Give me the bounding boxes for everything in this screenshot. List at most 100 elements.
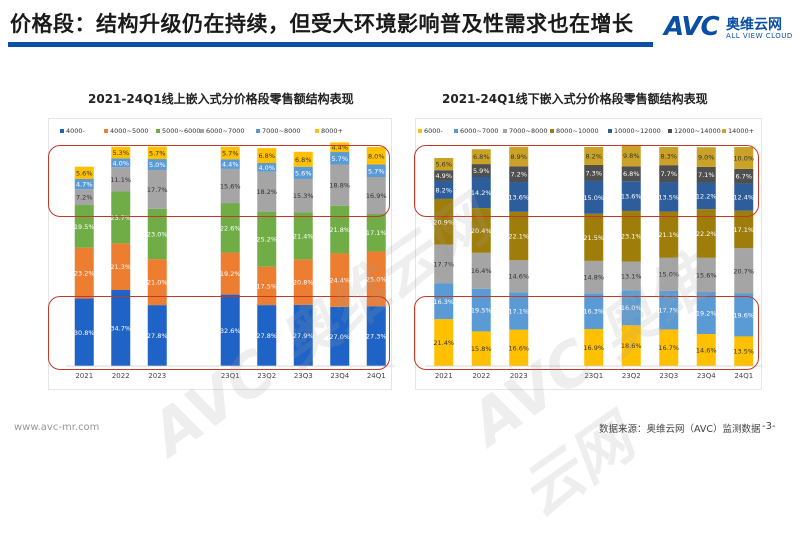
data-label-0-7-1: 25.0% [366, 275, 387, 283]
bar-segment-1-6-0 [696, 334, 716, 366]
bar-segment-1-0-1 [434, 283, 454, 320]
data-label-0-4-3: 18.2% [256, 188, 277, 196]
data-label-1-2-2: 14.6% [508, 273, 529, 281]
bar-segment-0-4-1 [257, 266, 277, 306]
bar-segment-1-3-6 [584, 147, 604, 165]
right-top-highlight [414, 145, 759, 217]
bar-segment-1-0-0 [434, 319, 454, 366]
x-tick-label-1-6: 23Q4 [697, 372, 716, 380]
bar-segment-0-2-3 [147, 169, 167, 209]
x-tick-label-1-2: 2023 [510, 372, 528, 380]
data-label-1-5-6: 8.3% [660, 153, 677, 161]
bar-segment-1-4-6 [621, 144, 641, 167]
bar-segment-0-1-4 [111, 158, 131, 168]
bar-segment-1-6-2 [696, 257, 716, 292]
bar-segment-0-7-1 [366, 251, 386, 307]
left-chart-title: 2021-24Q1线上嵌入式分价格段零售额结构表现 [88, 92, 354, 106]
bar-segment-1-5-0 [659, 329, 679, 366]
data-label-0-0-5: 5.6% [76, 169, 93, 177]
data-label-1-7-5: 6.7% [735, 173, 752, 181]
data-label-0-2-5: 5.7% [149, 149, 166, 157]
data-label-1-0-2: 17.7% [433, 261, 454, 269]
bar-segment-0-1-1 [111, 243, 131, 291]
footer-website[interactable]: www.avc-mr.com [14, 422, 100, 433]
data-label-0-4-0: 27.8% [256, 332, 277, 340]
data-label-0-3-0: 32.6% [220, 327, 241, 335]
bar-segment-0-6-2 [330, 205, 350, 254]
legend-label-0-0: 4000- [66, 127, 86, 135]
data-label-0-0-0: 30.8% [74, 329, 95, 337]
data-label-1-4-0: 18.6% [621, 342, 642, 350]
data-label-1-1-1: 19.5% [471, 307, 492, 315]
bar-segment-1-4-2 [621, 261, 641, 291]
bar-segment-0-4-2 [257, 211, 277, 267]
data-label-0-7-4: 5.7% [368, 167, 385, 175]
bar-segment-1-0-3 [434, 198, 454, 245]
bar-segment-1-3-2 [584, 260, 604, 294]
data-label-0-4-5: 6.8% [258, 152, 275, 160]
bar-segment-0-0-0 [74, 298, 94, 366]
legend-swatch-1-5 [668, 129, 672, 133]
legend-swatch-1-2 [503, 129, 507, 133]
data-label-1-3-6: 8.2% [585, 152, 602, 160]
bar-segment-1-5-4 [659, 182, 679, 212]
logo-avc-text: AVC [664, 12, 720, 42]
data-label-0-3-2: 22.6% [220, 224, 241, 232]
bar-segment-0-6-5 [330, 142, 350, 153]
right-bottom-highlight [414, 296, 759, 370]
x-tick-label-0-6: 23Q4 [330, 372, 349, 380]
bar-segment-1-1-6 [471, 149, 491, 165]
data-label-1-1-4: 14.2% [471, 189, 492, 197]
bar-segment-0-1-2 [111, 191, 131, 244]
avc-logo: AVC 奥维云网 ALL VIEW CLOUD [664, 12, 794, 44]
legend-label-1-0: 6000- [424, 127, 444, 135]
data-label-0-2-0: 27.8% [147, 332, 168, 340]
bar-segment-0-4-3 [257, 171, 277, 212]
bar-segment-0-5-4 [293, 166, 313, 179]
bar-segment-0-5-1 [293, 259, 313, 305]
legend-swatch-1-6 [722, 129, 726, 133]
bar-segment-1-1-5 [471, 164, 491, 178]
bar-segment-1-2-6 [509, 146, 529, 167]
page-title: 价格段：结构升级仍在持续，但受大环境影响普及性需求也在增长 [10, 12, 634, 36]
bar-segment-1-7-3 [734, 210, 754, 249]
bar-segment-0-0-2 [74, 205, 94, 248]
data-label-1-1-2: 16.4% [471, 267, 492, 275]
bar-segment-1-7-5 [734, 168, 754, 184]
bar-segment-0-3-1 [220, 252, 240, 295]
bar-segment-1-7-4 [734, 183, 754, 211]
bar-segment-1-3-5 [584, 164, 604, 181]
data-label-0-2-3: 17.7% [147, 186, 168, 194]
bar-segment-1-7-2 [734, 248, 754, 294]
data-label-1-7-3: 17.1% [733, 226, 754, 234]
data-label-1-7-1: 19.6% [733, 311, 754, 319]
x-tick-label-1-3: 23Q1 [584, 372, 603, 380]
data-label-0-0-4: 4.7% [76, 181, 93, 189]
data-label-1-5-2: 15.0% [658, 271, 679, 279]
bar-segment-1-5-1 [659, 290, 679, 330]
legend-label-0-1: 4000~5000 [110, 127, 149, 135]
bar-segment-0-2-2 [147, 208, 167, 260]
bar-segment-1-6-6 [696, 147, 716, 167]
charts-canvas: 4000- 4000~5000 5000~6000 6000~7000 7000~800… [60, 127, 763, 380]
bar-segment-1-0-5 [434, 170, 454, 181]
bar-segment-0-2-0 [147, 305, 167, 366]
bar-segment-1-3-3 [584, 213, 604, 261]
data-label-0-0-1: 23.2% [74, 270, 95, 278]
data-label-0-2-4: 5.0% [149, 161, 166, 169]
legend-label-1-5: 12000~14000 [674, 127, 721, 135]
title-underline [8, 42, 653, 47]
data-label-0-4-2: 25.2% [256, 236, 277, 244]
legend-swatch-1-3 [550, 129, 554, 133]
data-label-0-5-3: 15.3% [293, 192, 314, 200]
bar-segment-0-0-4 [74, 178, 94, 190]
bar-segment-0-7-0 [366, 306, 386, 366]
x-tick-label-0-4: 23Q2 [257, 372, 276, 380]
bar-segment-1-2-1 [509, 292, 529, 330]
legend-label-1-1: 6000~7000 [460, 127, 499, 135]
data-label-1-0-4: 8.2% [435, 186, 452, 194]
data-label-0-7-2: 17.1% [366, 229, 387, 237]
bar-segment-1-4-1 [621, 290, 641, 326]
data-label-0-6-3: 18.8% [329, 182, 350, 190]
bar-segment-0-6-4 [330, 152, 350, 165]
